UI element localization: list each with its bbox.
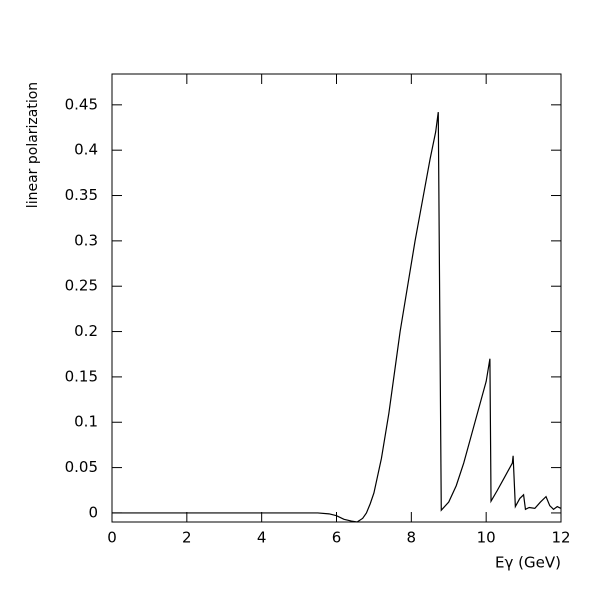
x-tick-label: 12: [551, 529, 570, 547]
y-tick-label: 0.3: [74, 231, 98, 249]
x-tick-label: 8: [407, 529, 417, 547]
y-tick-label: 0.15: [65, 367, 98, 385]
x-tick-label: 2: [182, 529, 192, 547]
y-tick-label: 0.1: [74, 413, 98, 431]
y-tick-label: 0.45: [65, 95, 98, 113]
data-line: [112, 112, 562, 523]
y-tick-label: 0.25: [65, 277, 98, 295]
y-tick-label: 0: [88, 503, 98, 521]
y-tick-label: 0.2: [74, 322, 98, 340]
x-axis-label: Eγ (GeV): [495, 554, 561, 572]
x-tick-label: 4: [257, 529, 267, 547]
x-tick-label: 0: [107, 529, 117, 547]
x-tick-label: 10: [477, 529, 496, 547]
y-axis-label: linear polarization: [25, 82, 41, 208]
y-tick-label: 0.05: [65, 458, 98, 476]
x-tick-label: 6: [332, 529, 342, 547]
plot-frame: [111, 73, 562, 523]
y-tick-label: 0.4: [74, 141, 98, 159]
y-tick-label: 0.35: [65, 186, 98, 204]
